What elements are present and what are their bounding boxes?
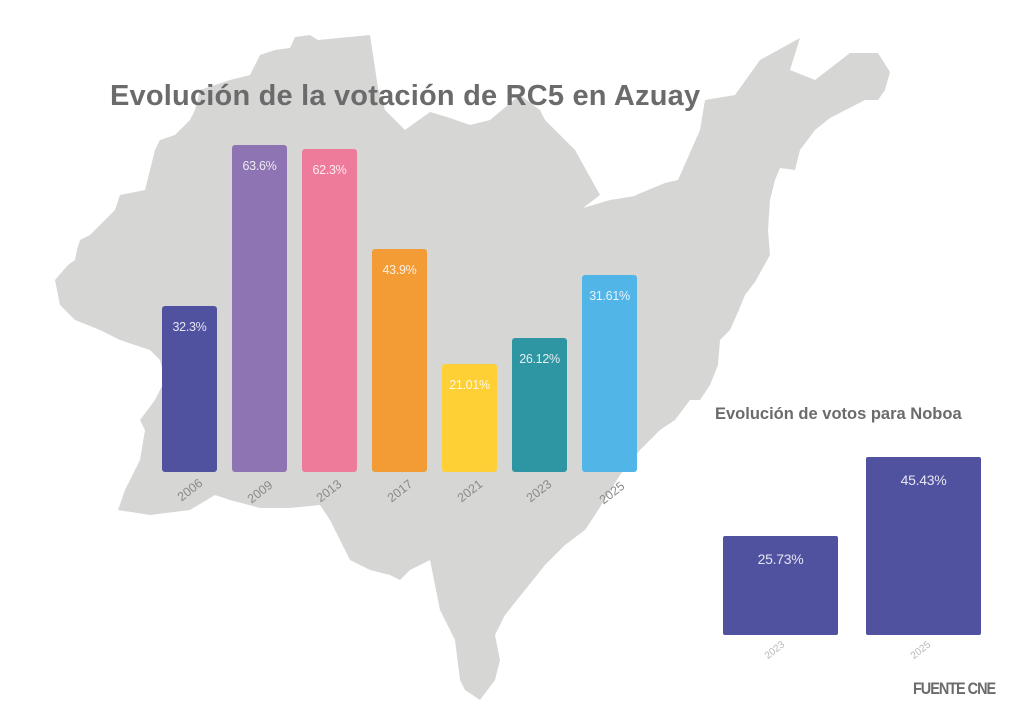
noboa-bar-2023: 25.73% — [723, 536, 838, 635]
bar-2009: 63.6% — [232, 145, 287, 472]
bar-2013: 62.3% — [302, 149, 357, 472]
bar-value-label: 45.43% — [900, 472, 947, 488]
bar-value-label: 26.12% — [519, 352, 560, 366]
noboa-bar-2025: 45.43% — [866, 457, 981, 635]
bar-2021: 21.01% — [442, 364, 497, 472]
bar-2006: 32.3% — [162, 306, 217, 472]
bar-2023: 26.12% — [512, 338, 567, 472]
bar-value-label: 32.3% — [172, 320, 207, 334]
bar-value-label: 31.61% — [589, 289, 630, 303]
chart-title: Evolución de la votación de RC5 en Azuay — [110, 80, 701, 112]
bar-value-label: 21.01% — [449, 378, 490, 392]
bar-2025: 31.61% — [582, 275, 637, 472]
bar-value-label: 25.73% — [757, 551, 804, 567]
noboa-chart-title: Evolución de votos para Noboa — [715, 405, 962, 423]
bar-2017: 43.9% — [372, 249, 427, 472]
source-credit: FUENTE CNE — [913, 679, 996, 698]
bar-value-label: 43.9% — [382, 263, 417, 277]
bar-value-label: 62.3% — [312, 163, 347, 177]
bar-value-label: 63.6% — [242, 159, 277, 173]
